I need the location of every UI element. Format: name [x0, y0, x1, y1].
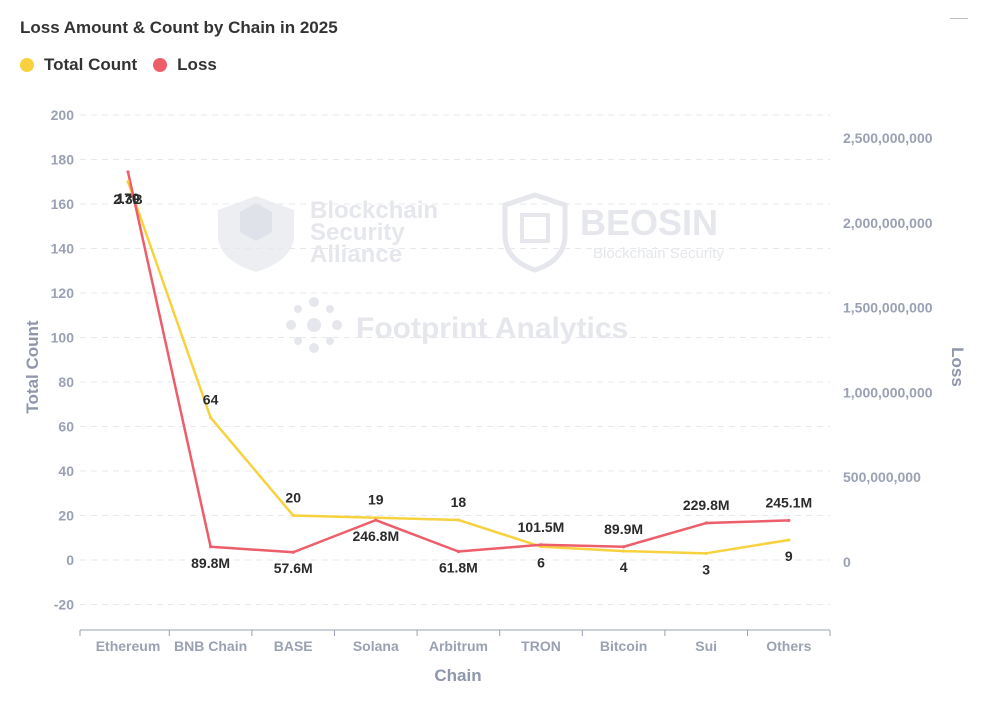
loss-point — [456, 549, 460, 554]
y-left-tick-label: 140 — [51, 241, 75, 257]
y-right-tick-label: 2,500,000,000 — [843, 130, 933, 146]
data-label-total-count: 18 — [451, 494, 467, 510]
x-tick-label: Arbitrum — [429, 638, 488, 654]
loss-point — [126, 170, 130, 174]
total-count-point — [456, 518, 460, 522]
total-count-point — [622, 549, 626, 553]
window-minimize-icon[interactable] — [950, 18, 968, 19]
y-left-tick-label: -20 — [54, 597, 74, 613]
chart-title: Loss Amount & Count by Chain in 2025 — [20, 18, 338, 37]
legend-label-loss: Loss — [177, 55, 217, 74]
watermark-bsa-line-1: Blockchain — [310, 197, 438, 224]
y-right-tick-label: 2,000,000,000 — [843, 215, 933, 231]
legend-item-total-count[interactable]: Total Count — [20, 55, 137, 75]
x-tick-label: Sui — [695, 638, 717, 654]
total-count-point — [704, 551, 708, 555]
data-label-total-count: 9 — [785, 548, 793, 564]
total-count-point — [209, 416, 213, 420]
data-label-total-count: 19 — [368, 492, 384, 508]
legend-marker-loss — [153, 58, 168, 72]
data-label-loss: 57.6M — [274, 560, 313, 576]
watermark-layer: Blockchain Security Alliance BEOSIN Bloc… — [218, 192, 724, 353]
axis-layer: 200180160140120100806040200-202,500,000,… — [23, 107, 967, 685]
total-count-point — [291, 513, 295, 518]
total-count-point — [787, 538, 791, 542]
total-count-point — [126, 180, 130, 184]
y-left-tick-label: 180 — [51, 152, 75, 168]
watermark-bsa-line-3: Alliance — [310, 241, 402, 268]
y-left-tick-label: 80 — [58, 374, 74, 390]
data-label-loss: 2.3B — [113, 191, 143, 207]
loss-point — [622, 545, 626, 549]
grid-layer — [80, 114, 830, 605]
y-left-tick-label: 60 — [58, 419, 74, 435]
x-tick-label: BASE — [274, 638, 313, 654]
y-left-tick-label: 200 — [51, 107, 75, 123]
x-tick-label: BNB Chain — [174, 638, 247, 654]
loss-point — [539, 543, 543, 547]
y-right-tick-label: 0 — [843, 554, 851, 570]
footprint-logo-icon — [286, 297, 342, 353]
x-tick-label: Solana — [353, 638, 399, 654]
loss-point — [291, 550, 295, 554]
data-label-loss: 245.1M — [765, 494, 812, 510]
y-left-tick-label: 0 — [66, 552, 74, 568]
legend-marker-total-count — [20, 58, 34, 72]
series-layer — [126, 170, 791, 555]
data-label-total-count: 3 — [702, 561, 710, 577]
data-label-loss: 229.8M — [683, 497, 730, 513]
data-label-loss: 101.5M — [518, 519, 565, 535]
y-left-tick-label: 160 — [51, 196, 75, 212]
y-right-tick-label: 500,000,000 — [843, 469, 921, 485]
y-right-tick-label: 1,000,000,000 — [843, 384, 933, 400]
bsa-logo-icon — [218, 196, 294, 272]
y-left-tick-label: 100 — [51, 330, 75, 346]
loss-point — [704, 521, 708, 525]
y-right-axis-title: Loss — [948, 347, 967, 387]
y-left-tick-label: 120 — [51, 285, 75, 301]
legend-label-total-count: Total Count — [44, 55, 138, 74]
x-tick-label: Bitcoin — [600, 638, 647, 654]
data-label-loss: 89.9M — [604, 521, 643, 537]
loss-point — [787, 518, 791, 523]
x-tick-label: TRON — [521, 638, 561, 654]
watermark-beosin: BEOSIN — [580, 202, 718, 243]
watermark-footprint: Footprint Analytics — [356, 312, 628, 345]
watermark-beosin-sub: Blockchain Security — [593, 245, 724, 262]
y-left-tick-label: 40 — [58, 463, 74, 479]
data-label-total-count: 64 — [203, 392, 219, 408]
x-tick-label: Ethereum — [96, 638, 161, 654]
loss-point — [374, 518, 378, 522]
data-label-loss: 89.8M — [191, 555, 230, 571]
x-tick-label: Others — [766, 638, 811, 654]
data-label-total-count: 4 — [620, 559, 628, 575]
data-label-loss: 246.8M — [352, 528, 399, 544]
watermark-bsa-line-2: Security — [310, 219, 405, 246]
y-left-axis-title: Total Count — [23, 320, 42, 413]
data-label-total-count: 170 — [116, 190, 140, 206]
y-right-tick-label: 1,500,000,000 — [843, 300, 933, 316]
x-axis-title: Chain — [434, 666, 481, 685]
total-count-point — [374, 516, 378, 520]
y-left-tick-label: 20 — [58, 508, 74, 524]
chart-legend: Total Count Loss — [20, 55, 233, 75]
data-label-total-count: 6 — [537, 555, 545, 571]
data-label-total-count: 20 — [285, 490, 301, 506]
legend-item-loss[interactable]: Loss — [153, 55, 217, 75]
data-label-loss: 61.8M — [439, 560, 478, 576]
loss-point — [209, 545, 213, 549]
beosin-logo-icon — [502, 192, 568, 273]
